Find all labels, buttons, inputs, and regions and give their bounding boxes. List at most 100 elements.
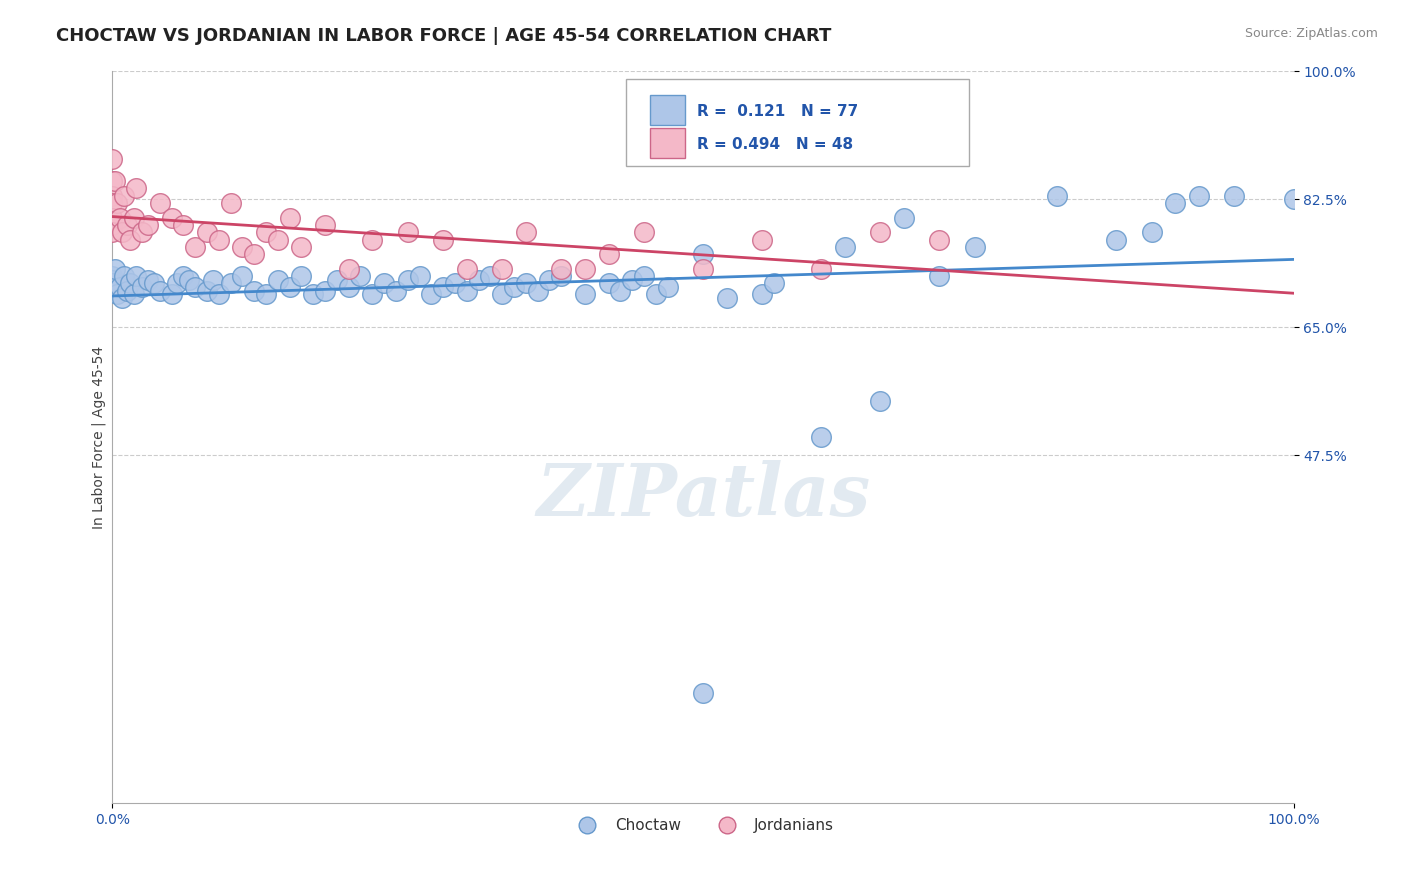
Point [1282,193,1305,207]
Point [420,287,443,301]
Point [810,261,832,276]
Point [479,269,502,284]
Point [598,277,620,291]
Point [125,181,148,195]
Point [337,280,360,294]
Point [105,287,128,301]
Point [160,211,183,225]
Point [254,287,277,301]
Point [208,287,231,301]
Point [550,269,572,284]
Point [869,225,891,239]
Point [444,277,467,291]
Point [101,211,124,225]
Point [385,284,408,298]
Point [361,233,384,247]
Point [491,261,513,276]
Point [195,284,218,298]
Point [633,225,655,239]
Point [111,291,134,305]
Point [550,261,572,276]
Point [361,287,384,301]
Point [893,211,915,225]
Point [1188,188,1211,202]
Point [131,225,153,239]
Point [314,284,336,298]
Point [751,287,773,301]
Text: CHOCTAW VS JORDANIAN IN LABOR FORCE | AGE 45-54 CORRELATION CHART: CHOCTAW VS JORDANIAN IN LABOR FORCE | AG… [56,27,831,45]
Point [928,233,950,247]
Point [290,240,312,254]
Point [657,280,679,294]
Point [515,277,537,291]
Point [278,211,301,225]
Point [136,273,159,287]
Point [115,284,138,298]
Point [337,261,360,276]
Point [267,233,290,247]
Point [633,269,655,284]
Point [179,273,201,287]
Point [101,269,124,284]
Point [408,269,430,284]
Point [869,393,891,408]
Point [1046,188,1069,202]
Point [131,280,153,294]
Point [538,273,561,287]
Point [219,277,242,291]
Point [166,277,188,291]
Text: R =  0.121   N = 77: R = 0.121 N = 77 [697,104,858,120]
Text: ZIPatlas: ZIPatlas [536,460,870,531]
Point [184,280,207,294]
Legend: Choctaw, Jordanians: Choctaw, Jordanians [565,812,841,839]
Point [101,152,124,166]
Point [432,280,454,294]
Point [467,273,489,287]
Point [149,284,172,298]
Point [692,261,714,276]
Point [834,240,856,254]
Point [105,196,128,211]
Point [243,284,266,298]
Point [491,287,513,301]
Point [254,225,277,239]
Point [1140,225,1163,239]
Point [231,240,253,254]
Point [101,225,124,239]
Point [716,291,738,305]
Point [184,240,207,254]
Point [231,269,253,284]
Point [101,273,124,287]
Point [302,287,325,301]
FancyBboxPatch shape [650,95,685,125]
Point [598,247,620,261]
Point [574,261,596,276]
Point [928,269,950,284]
Point [963,240,986,254]
Point [219,196,242,211]
Point [172,269,194,284]
Point [609,284,631,298]
FancyBboxPatch shape [650,128,685,158]
Point [108,280,131,294]
Point [243,247,266,261]
Point [290,269,312,284]
Point [810,430,832,444]
Point [1223,188,1246,202]
Point [574,287,596,301]
Point [373,277,395,291]
Point [621,273,644,287]
Point [104,261,127,276]
Point [172,218,194,232]
Point [314,218,336,232]
Point [101,174,124,188]
Point [125,269,148,284]
Point [267,273,290,287]
Point [112,269,135,284]
Point [122,287,145,301]
Point [692,686,714,700]
Point [515,225,537,239]
Text: R = 0.494   N = 48: R = 0.494 N = 48 [697,137,853,152]
Point [111,225,134,239]
Point [644,287,666,301]
